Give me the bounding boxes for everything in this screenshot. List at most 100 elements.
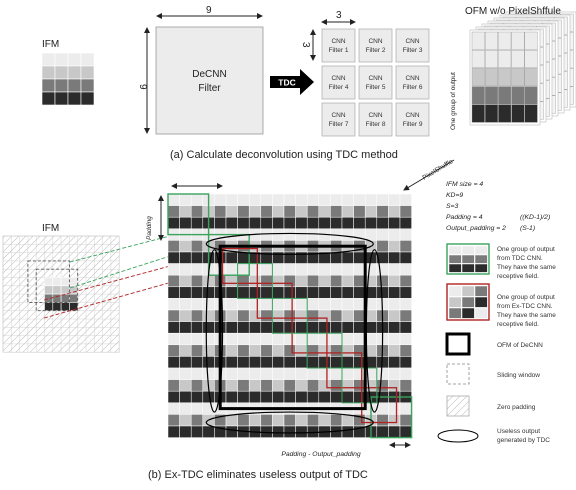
output-cell	[248, 263, 262, 276]
output-cell	[202, 344, 215, 357]
output-cell	[306, 298, 320, 311]
output-cell	[179, 251, 192, 264]
ofm-cell	[498, 86, 512, 105]
output-cell	[399, 228, 412, 241]
output-cell	[179, 286, 192, 299]
decnn-filter-box	[155, 26, 264, 135]
output-cell	[190, 332, 204, 346]
output-cell	[376, 228, 389, 241]
output-cell	[283, 425, 296, 438]
output-cell	[399, 216, 412, 230]
output-cell	[353, 193, 366, 206]
green-group	[207, 233, 250, 276]
sliding-window-1	[27, 260, 70, 303]
cnn-filter-box: CNN Filter 4	[321, 65, 356, 100]
output-cell	[260, 332, 273, 346]
output-cell	[341, 193, 354, 206]
output-cell	[167, 286, 180, 299]
output-cell	[260, 367, 273, 380]
output-cell	[283, 286, 296, 299]
output-cell	[388, 332, 401, 346]
output-cell	[225, 216, 238, 230]
output-cell	[190, 274, 204, 288]
cnn-filter-line2: Filter 1	[329, 47, 349, 54]
output-cell	[167, 379, 180, 392]
top-ifm-cell	[67, 78, 82, 93]
param-output-padding: Output_padding = 2	[446, 225, 506, 232]
output-cell	[237, 193, 250, 206]
legend-red-swatch	[446, 283, 490, 321]
output-cell	[341, 274, 354, 288]
output-cell	[190, 367, 204, 380]
output-cell	[318, 332, 331, 346]
output-cell	[318, 321, 331, 334]
legend-useless-line2: generated by TDC	[497, 437, 550, 444]
output-cell	[388, 344, 401, 357]
output-cell	[225, 286, 238, 299]
ofm-cell	[471, 86, 485, 105]
legend-red-cell	[448, 307, 462, 319]
output-cell	[318, 356, 331, 369]
output-cell	[167, 240, 180, 253]
output-cell	[167, 298, 180, 311]
caption-a: (a) Calculate deconvolution using TDC me…	[170, 149, 398, 161]
legend-ofm-swatch	[445, 332, 471, 356]
cnn-filter-box: CNN Filter 3	[395, 28, 430, 63]
output-cell	[190, 414, 204, 427]
bottom-ifm-cell	[60, 285, 70, 295]
bottom-ifm-cell	[60, 302, 70, 311]
legend-green-cell	[461, 263, 475, 273]
output-cell	[376, 286, 389, 299]
cnn-filter-rect	[358, 65, 393, 100]
output-cell	[272, 425, 285, 438]
output-cell	[306, 425, 320, 438]
output-cell	[341, 205, 354, 218]
ofm-cell	[498, 50, 512, 69]
output-cell	[260, 193, 273, 206]
output-cell	[399, 274, 412, 288]
output-cell	[167, 193, 180, 206]
output-cell	[318, 344, 331, 357]
output-cell	[318, 263, 331, 276]
output-cell	[341, 390, 354, 404]
legend-green-swatch	[446, 243, 490, 275]
output-cell	[167, 425, 180, 438]
output-cell	[260, 309, 273, 322]
output-cell	[330, 274, 343, 288]
output-cell	[167, 367, 180, 380]
output-cell	[190, 216, 204, 230]
output-cell	[306, 216, 320, 230]
output-cell	[376, 263, 389, 276]
ofm-cell	[524, 86, 538, 105]
output-cell	[364, 193, 378, 206]
output-cell	[260, 286, 273, 299]
output-cell	[399, 402, 412, 415]
output-cell	[318, 390, 331, 404]
output-cell	[248, 390, 262, 404]
output-cell	[260, 216, 273, 230]
useless-ellipse-bottom	[205, 411, 374, 434]
output-cell	[225, 425, 238, 438]
output-cell	[295, 263, 308, 276]
output-cell	[225, 263, 238, 276]
top-ifm-cell	[54, 91, 69, 106]
output-cell	[399, 344, 412, 357]
output-cell	[306, 193, 320, 206]
output-cell	[237, 216, 250, 230]
output-cell	[283, 263, 296, 276]
output-cell	[295, 309, 308, 322]
bottom-ifm-cell	[44, 302, 54, 311]
output-cell	[388, 356, 401, 369]
output-cell	[306, 379, 320, 392]
output-cell	[214, 216, 227, 230]
output-cell	[283, 298, 296, 311]
red-group	[326, 352, 363, 389]
output-cell	[190, 205, 204, 218]
output-cell	[353, 390, 366, 404]
output-cell	[341, 344, 354, 357]
top-ifm-cell	[80, 78, 95, 93]
output-cell	[353, 274, 366, 288]
output-cell	[388, 228, 401, 241]
output-cell	[225, 367, 238, 380]
output-cell	[388, 193, 401, 206]
